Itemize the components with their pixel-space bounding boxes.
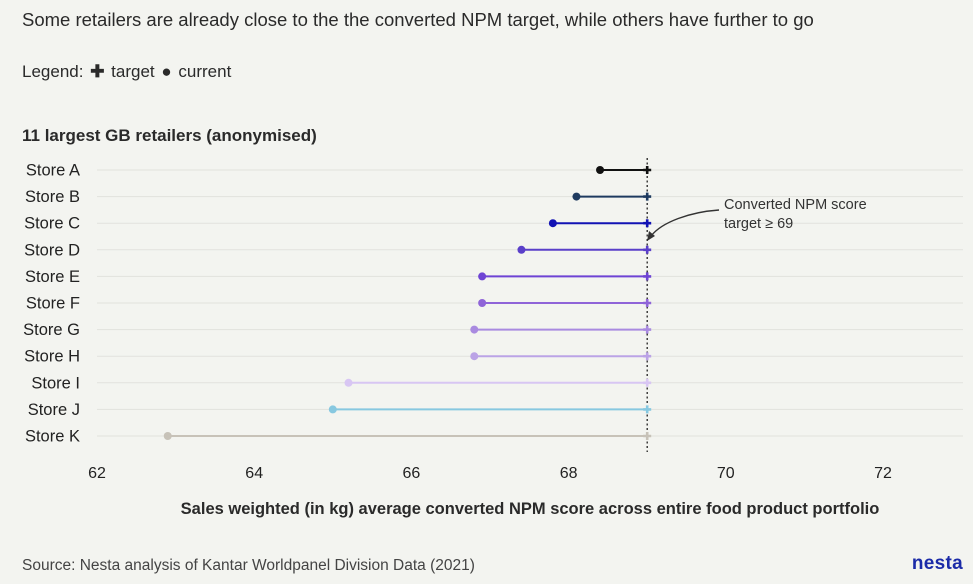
legend-current-icon: ● (161, 62, 172, 81)
current-point (572, 192, 581, 201)
current-point (596, 166, 605, 174)
chart-subtitle: 11 largest GB retailers (anonymised) (22, 126, 317, 145)
current-point (470, 352, 479, 361)
target-point (643, 405, 652, 414)
current-point (163, 432, 172, 440)
y-tick-label: Store B (25, 188, 80, 206)
chart-title: Some retailers are already close to the … (22, 9, 814, 30)
current-point (478, 272, 487, 281)
x-tick-label: 72 (874, 465, 892, 482)
target-point (643, 378, 652, 387)
current-point (517, 245, 526, 254)
y-tick-label: Store A (26, 162, 80, 180)
target-point (643, 352, 652, 361)
annotation-line-1: Converted NPM score (724, 197, 867, 213)
target-point (643, 166, 652, 174)
current-point (328, 405, 337, 414)
x-tick-label: 62 (88, 465, 106, 482)
y-tick-label: Store G (23, 321, 80, 339)
current-point (344, 378, 353, 387)
current-point (470, 325, 479, 334)
nesta-logo: nesta (911, 553, 963, 574)
legend-prefix: Legend: (22, 62, 84, 81)
y-tick-label: Store C (24, 215, 80, 233)
annotation-arrowhead (647, 231, 655, 241)
target-point (643, 245, 652, 254)
target-point (643, 272, 652, 281)
y-tick-label: Store K (25, 428, 80, 446)
x-tick-label: 64 (245, 465, 263, 482)
target-point (643, 219, 652, 228)
y-tick-label: Store I (31, 374, 80, 392)
x-tick-label: 70 (717, 465, 735, 482)
legend-current-label: current (178, 62, 232, 81)
x-tick-label: 68 (560, 465, 578, 482)
x-axis-label: Sales weighted (in kg) average converted… (180, 500, 880, 518)
target-point (643, 299, 652, 307)
x-tick-label: 66 (403, 465, 421, 482)
target-point (643, 432, 652, 440)
y-tick-label: Store D (24, 241, 80, 259)
source-note: Source: Nesta analysis of Kantar Worldpa… (22, 557, 475, 574)
legend-target-label: target (111, 62, 155, 81)
annotation-line-2: target ≥ 69 (724, 216, 793, 232)
y-tick-label: Store F (26, 295, 80, 313)
legend-target-icon: ✚ (90, 62, 105, 81)
legend: Legend: ✚ target ● current (22, 62, 231, 82)
target-point (643, 325, 652, 334)
current-point (548, 219, 557, 228)
target-point (643, 192, 652, 201)
y-tick-label: Store E (25, 268, 80, 286)
current-point (478, 299, 487, 307)
y-tick-label: Store H (24, 348, 80, 366)
annotation-arrow (650, 209, 720, 237)
y-tick-label: Store J (28, 401, 80, 419)
